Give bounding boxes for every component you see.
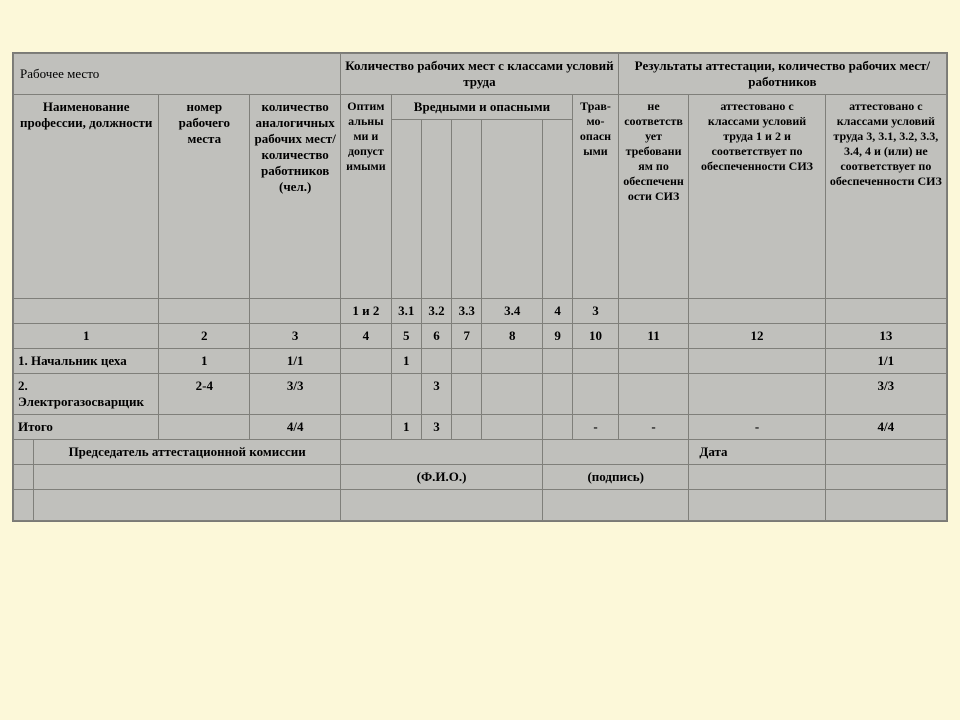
hdr-results: Результаты аттестации, количество рабочи… — [618, 54, 946, 95]
table-row: 1. Начальник цеха 1 1/1 1 1/1 — [14, 349, 947, 374]
column-number-row: 1 2 3 4 5 6 7 8 9 10 11 12 13 — [14, 324, 947, 349]
table-row: 2. Электрогазосварщик 2-4 3/3 3 3/3 — [14, 374, 947, 415]
hdr-cert3: аттестовано с классами условий труда 3, … — [825, 95, 946, 299]
hdr-optimal: Оптимальными и допустимыми — [341, 95, 391, 299]
hdr-trauma: Трав-мо-опасными — [573, 95, 618, 299]
sub-1-2: 1 и 2 — [341, 299, 391, 324]
sub-32: 3.2 — [421, 299, 451, 324]
hdr-sub-empty4 — [482, 120, 543, 299]
hdr-sub-empty5 — [543, 120, 573, 299]
table-container: Рабочее место Количество рабочих мест с … — [12, 52, 948, 522]
footer-row-sign: (Ф.И.О.) (подпись) — [14, 465, 947, 490]
hdr-sub-empty1 — [391, 120, 421, 299]
hdr-qty-classes: Количество рабочих мест с классами услов… — [341, 54, 619, 95]
sub-31: 3.1 — [391, 299, 421, 324]
sub-3: 3 — [573, 299, 618, 324]
hdr-cert12: аттестовано с классами условий труда 1 и… — [689, 95, 825, 299]
sub-33: 3.3 — [452, 299, 482, 324]
sub-34: 3.4 — [482, 299, 543, 324]
hdr-sub-empty3 — [452, 120, 482, 299]
attestation-table: Рабочее место Количество рабочих мест с … — [13, 53, 947, 521]
hdr-name-prof: Наименование профессии, должности — [14, 95, 159, 299]
hdr-harmful: Вредными и опасными — [391, 95, 573, 120]
hdr-workplace: Рабочее место — [14, 54, 341, 95]
hdr-wp-number: номер рабочего места — [159, 95, 250, 299]
footer-row-chairman: Председатель аттестационной комиссии Дат… — [14, 440, 947, 465]
hdr-sub-empty2 — [421, 120, 451, 299]
hdr-analog-qty: количество аналогичных рабочих мест/коли… — [250, 95, 341, 299]
sub-4: 4 — [543, 299, 573, 324]
hdr-nonconform: не соответствует требованиям по обеспече… — [618, 95, 689, 299]
total-row: Итого 4/4 1 3 - - - 4/4 — [14, 415, 947, 440]
footer-row-empty — [14, 490, 947, 521]
